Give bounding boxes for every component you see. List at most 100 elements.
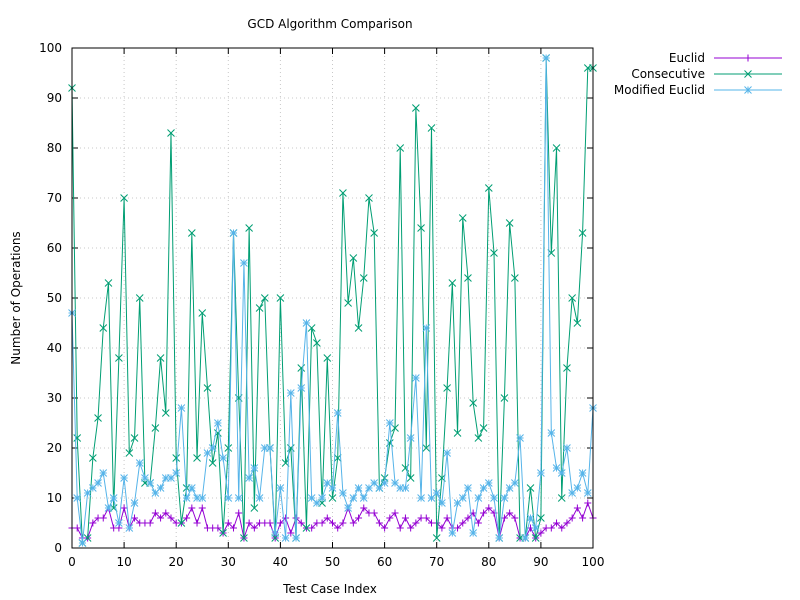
data-point-modified-euclid: [573, 484, 582, 492]
y-tick-label: 40: [47, 341, 62, 355]
y-tick-label: 50: [47, 291, 62, 305]
data-point-consecutive: [563, 364, 571, 372]
data-point-modified-euclid: [73, 494, 82, 502]
data-point-consecutive: [458, 214, 467, 222]
data-point-modified-euclid: [109, 494, 118, 502]
data-point-euclid: [370, 509, 378, 517]
data-point-euclid: [506, 509, 514, 517]
data-point-modified-euclid: [526, 514, 535, 522]
data-point-consecutive: [328, 494, 337, 502]
data-point-modified-euclid: [432, 489, 441, 497]
data-point-consecutive: [323, 354, 332, 362]
data-point-modified-euclid: [219, 454, 227, 462]
data-point-euclid: [485, 504, 493, 512]
data-point-modified-euclid: [276, 484, 285, 492]
data-point-modified-euclid: [234, 494, 243, 502]
data-point-consecutive: [172, 454, 181, 462]
data-point-consecutive: [104, 279, 113, 287]
data-point-consecutive: [198, 309, 207, 317]
y-axis-label: Number of Operations: [9, 231, 23, 364]
data-point-modified-euclid: [349, 494, 358, 502]
data-point-modified-euclid: [167, 474, 175, 482]
data-point-euclid: [568, 514, 576, 522]
data-point-consecutive: [365, 194, 373, 202]
data-point-modified-euclid: [474, 494, 483, 502]
data-point-modified-euclid: [563, 444, 571, 452]
data-point-consecutive: [464, 274, 472, 282]
data-point-consecutive: [354, 324, 363, 332]
data-point-consecutive: [432, 534, 441, 542]
data-point-modified-euclid: [297, 384, 306, 392]
data-point-modified-euclid: [250, 464, 259, 472]
data-point-euclid: [360, 504, 368, 512]
data-point-modified-euclid: [427, 494, 436, 502]
data-point-euclid: [386, 514, 394, 522]
data-point-euclid: [547, 524, 555, 532]
data-point-consecutive: [302, 524, 311, 532]
legend-marker-euclid: [744, 54, 752, 62]
data-point-euclid: [157, 514, 165, 522]
data-point-euclid: [167, 514, 175, 522]
data-point-modified-euclid: [240, 259, 248, 267]
data-point-euclid: [287, 529, 295, 537]
data-point-modified-euclid: [516, 434, 524, 442]
data-point-euclid: [198, 504, 206, 512]
data-point-modified-euclid: [380, 479, 389, 487]
data-point-consecutive: [94, 414, 102, 422]
data-point-euclid: [146, 519, 154, 527]
y-tick-label: 30: [47, 391, 62, 405]
data-point-euclid: [235, 509, 243, 517]
data-point-euclid: [120, 504, 128, 512]
data-point-consecutive: [219, 529, 227, 537]
data-point-modified-euclid: [531, 524, 540, 532]
plot-frame: [71, 47, 594, 549]
data-point-modified-euclid: [245, 474, 253, 482]
data-point-euclid: [297, 519, 305, 527]
data-point-consecutive: [370, 229, 379, 237]
data-point-consecutive: [568, 294, 577, 302]
data-point-consecutive: [73, 434, 82, 442]
data-point-consecutive: [417, 224, 425, 232]
data-point-euclid: [276, 519, 284, 527]
data-point-euclid: [573, 504, 581, 512]
data-point-consecutive: [245, 224, 253, 232]
data-point-euclid: [438, 524, 446, 532]
data-point-modified-euclid: [286, 389, 295, 397]
data-point-consecutive: [88, 454, 97, 462]
series-euclid: [68, 499, 597, 542]
data-point-consecutive: [99, 324, 108, 332]
data-point-euclid: [131, 514, 139, 522]
y-tick-label: 100: [39, 41, 62, 55]
data-point-modified-euclid: [99, 469, 108, 477]
data-point-consecutive: [224, 444, 233, 452]
data-point-euclid: [412, 519, 420, 527]
data-point-consecutive: [359, 274, 368, 282]
data-point-euclid: [480, 509, 488, 517]
data-point-euclid: [73, 524, 81, 532]
data-point-modified-euclid: [484, 479, 493, 487]
data-point-consecutive: [156, 354, 165, 362]
data-point-modified-euclid: [490, 494, 498, 502]
data-point-modified-euclid: [94, 479, 102, 487]
data-point-euclid: [318, 519, 326, 527]
data-point-modified-euclid: [177, 404, 186, 412]
data-point-modified-euclid: [422, 324, 431, 332]
data-point-modified-euclid: [328, 484, 337, 492]
data-point-modified-euclid: [224, 494, 233, 502]
data-point-modified-euclid: [255, 494, 264, 502]
x-tick-label: 20: [169, 555, 184, 569]
data-point-consecutive: [161, 409, 170, 417]
data-point-consecutive: [349, 254, 358, 262]
data-point-modified-euclid: [271, 529, 280, 537]
data-point-modified-euclid: [104, 504, 113, 512]
data-point-modified-euclid: [115, 519, 123, 527]
y-tick-label: 10: [47, 491, 62, 505]
y-tick-label: 0: [54, 541, 62, 555]
x-tick-label: 50: [325, 555, 340, 569]
data-point-modified-euclid: [385, 419, 394, 427]
data-point-euclid: [266, 519, 274, 527]
data-point-modified-euclid: [448, 529, 457, 537]
data-point-consecutive: [406, 474, 415, 482]
data-point-consecutive: [167, 129, 175, 137]
